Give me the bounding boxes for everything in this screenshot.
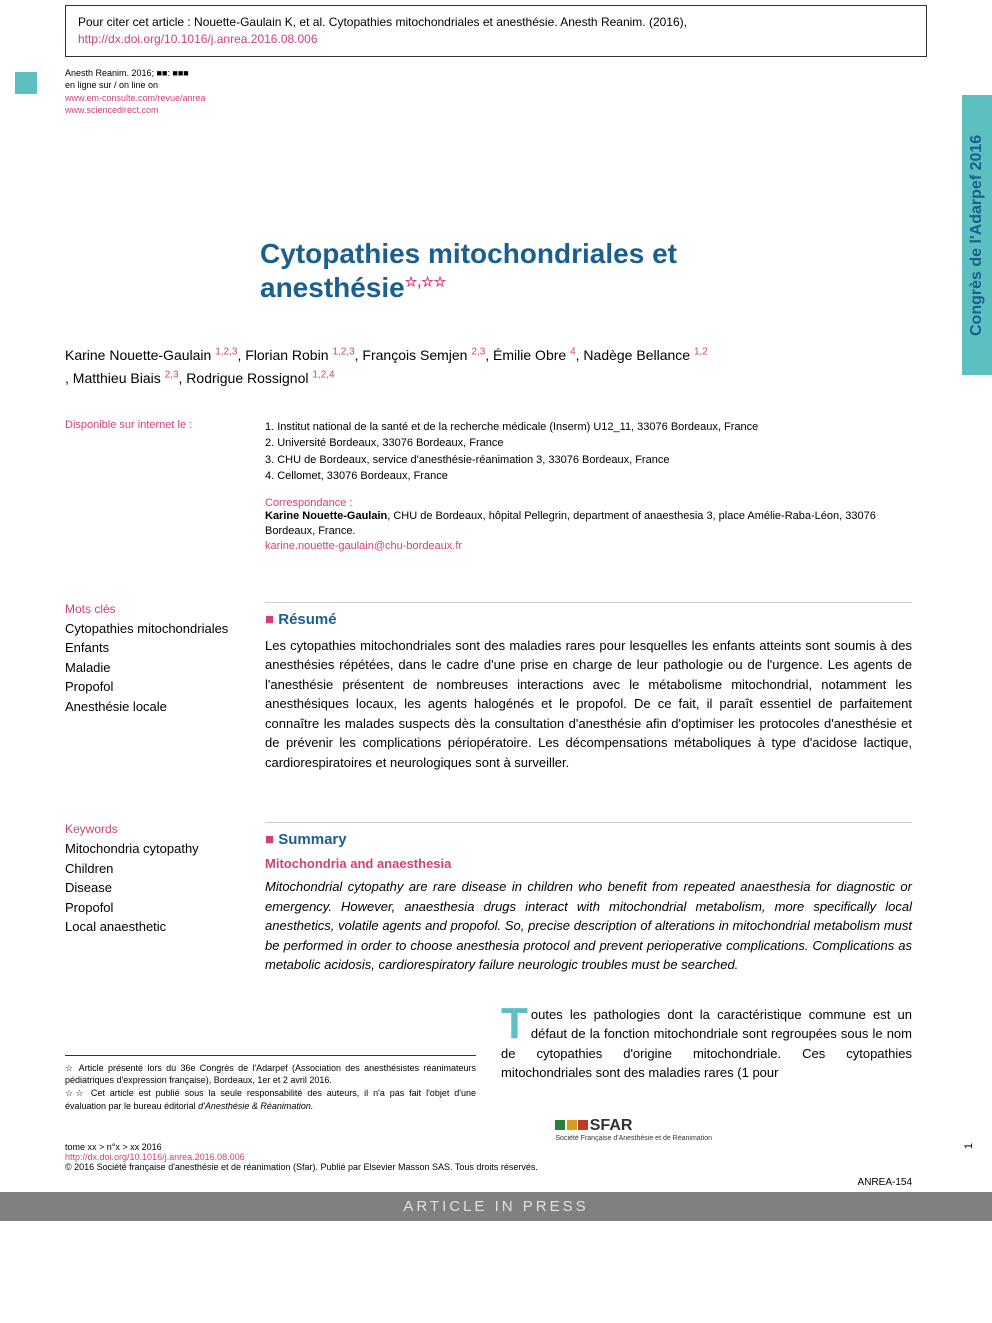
keyword-item: Cytopathies mitochondriales <box>65 619 245 639</box>
keyword-item: Local anaesthetic <box>65 917 245 937</box>
author-affiliation-sup: 2,3 <box>165 369 179 380</box>
header-meta: Anesth Reanim. 2016; ■■: ■■■ en ligne su… <box>65 67 992 117</box>
footer-doi-link[interactable]: http://dx.doi.org/10.1016/j.anrea.2016.0… <box>65 1152 245 1162</box>
sfar-logo-text: SFAR <box>590 1117 633 1134</box>
summary-header: Summary <box>265 822 912 848</box>
footnote-1: ☆ Article présenté lors du 36e Congrès d… <box>65 1062 476 1087</box>
correspondence-email[interactable]: karine.nouette-gaulain@chu-bordeaux.fr <box>265 540 912 552</box>
body-intro-content: outes les pathologies dont la caractéris… <box>501 1007 912 1081</box>
journal-ref: Anesth Reanim. 2016; ■■: ■■■ <box>65 67 992 80</box>
summary-text: Mitochondrial cytopathy are rare disease… <box>265 877 912 975</box>
logo-squares-icon <box>555 1117 585 1135</box>
author-affiliation-sup: 1,2,3 <box>215 347 237 358</box>
summary-subtitle: Mitochondria and anaesthesia <box>265 856 912 871</box>
resume-text: Les cytopathies mitochondriales sont des… <box>265 636 912 773</box>
title-star-2: ☆☆ <box>421 273 446 289</box>
teal-accent-square <box>15 72 37 94</box>
author-affiliation-sup: 1,2,3 <box>332 347 354 358</box>
author: , Nadège Bellance <box>576 347 694 363</box>
page-number: 1 <box>963 1143 975 1149</box>
affiliation-item: 3. CHU de Bordeaux, service d'anesthésie… <box>265 452 912 469</box>
affiliation-item: 2. Université Bordeaux, 33076 Bordeaux, … <box>265 435 912 452</box>
author: , François Semjen <box>355 347 472 363</box>
keyword-item: Propofol <box>65 898 245 918</box>
mots-cles-label: Mots clés <box>65 602 245 616</box>
author: , Rodrigue Rossignol <box>179 370 313 386</box>
title-section: Cytopathies mitochondriales et anesthési… <box>260 237 912 304</box>
sfar-logo-subtitle: Société Française d'Anesthésie et de Réa… <box>555 1135 712 1142</box>
title-line1: Cytopathies mitochondriales et <box>260 238 677 269</box>
article-press-id: ANREA-154 <box>858 1177 912 1188</box>
availability-label: Disponible sur internet le : <box>65 419 245 431</box>
footer-copyright: © 2016 Société française d'anesthésie et… <box>65 1162 912 1172</box>
keyword-item: Mitochondria cytopathy <box>65 839 245 859</box>
keywords-label: Keywords <box>65 822 245 836</box>
affiliation-item: 1. Institut national de la santé et de l… <box>265 419 912 436</box>
author: , Émilie Obre <box>485 347 570 363</box>
keyword-item: Maladie <box>65 658 245 678</box>
correspondence-text: Karine Nouette-Gaulain, CHU de Bordeaux,… <box>265 509 912 540</box>
article-in-press-banner: ARTICLE IN PRESS <box>0 1192 992 1221</box>
author-affiliation-sup: 1,2 <box>694 347 708 358</box>
side-congress-label: Congrès de l'Adarpef 2016 <box>962 95 992 375</box>
keyword-item: Children <box>65 859 245 879</box>
body-intro-text: Toutes les pathologies dont la caractéri… <box>501 1005 912 1112</box>
article-title: Cytopathies mitochondriales et anesthési… <box>260 237 912 304</box>
mots-cles-list: Cytopathies mitochondrialesEnfantsMaladi… <box>65 619 245 717</box>
footnote-1-text: Article présenté lors du 36e Congrès de … <box>65 1063 476 1086</box>
footer-tome: tome xx > n°x > xx 2016 <box>65 1142 912 1152</box>
citation-doi-link[interactable]: http://dx.doi.org/10.1016/j.anrea.2016.0… <box>78 32 318 46</box>
footnote-2-italic: d'Anesthésie & Réanimation. <box>198 1101 313 1111</box>
resume-header: Résumé <box>265 602 912 628</box>
keyword-item: Propofol <box>65 677 245 697</box>
author-affiliation-sup: 2,3 <box>471 347 485 358</box>
citation-text: Pour citer cet article : Nouette-Gaulain… <box>78 15 687 29</box>
keywords-list: Mitochondria cytopathyChildrenDiseasePro… <box>65 839 245 937</box>
title-line2: anesthésie <box>260 272 405 303</box>
page-footer: SFAR Société Française d'Anesthésie et d… <box>65 1142 912 1172</box>
keyword-item: Anesthésie locale <box>65 697 245 717</box>
author: Karine Nouette-Gaulain <box>65 347 215 363</box>
correspondence-label: Correspondance : <box>265 497 912 509</box>
footnote-2: ☆☆ Cet article est publié sous la seule … <box>65 1087 476 1112</box>
footnote-star-1: ☆ <box>65 1063 75 1073</box>
author: , Florian Robin <box>237 347 332 363</box>
citation-box: Pour citer cet article : Nouette-Gaulain… <box>65 5 927 57</box>
correspondence-name: Karine Nouette-Gaulain <box>265 510 387 522</box>
affiliations-list: 1. Institut national de la santé et de l… <box>265 419 912 485</box>
header-link-2[interactable]: www.sciencedirect.com <box>65 104 992 117</box>
drop-cap: T <box>501 1005 528 1042</box>
keyword-item: Disease <box>65 878 245 898</box>
authors-list: Karine Nouette-Gaulain 1,2,3, Florian Ro… <box>65 344 912 389</box>
sfar-logo: SFAR Société Française d'Anesthésie et d… <box>555 1117 712 1142</box>
title-star-1: ☆ <box>405 273 418 289</box>
online-label: en ligne sur / on line on <box>65 79 992 92</box>
author: , Matthieu Biais <box>65 370 165 386</box>
author-affiliation-sup: 1,2,4 <box>312 369 334 380</box>
footnotes: ☆ Article présenté lors du 36e Congrès d… <box>65 1055 476 1112</box>
header-link-1[interactable]: www.em-consulte.com/revue/anrea <box>65 92 992 105</box>
keyword-item: Enfants <box>65 638 245 658</box>
footnote-star-2: ☆☆ <box>65 1088 86 1098</box>
affiliation-item: 4. Cellomet, 33076 Bordeaux, France <box>265 468 912 485</box>
